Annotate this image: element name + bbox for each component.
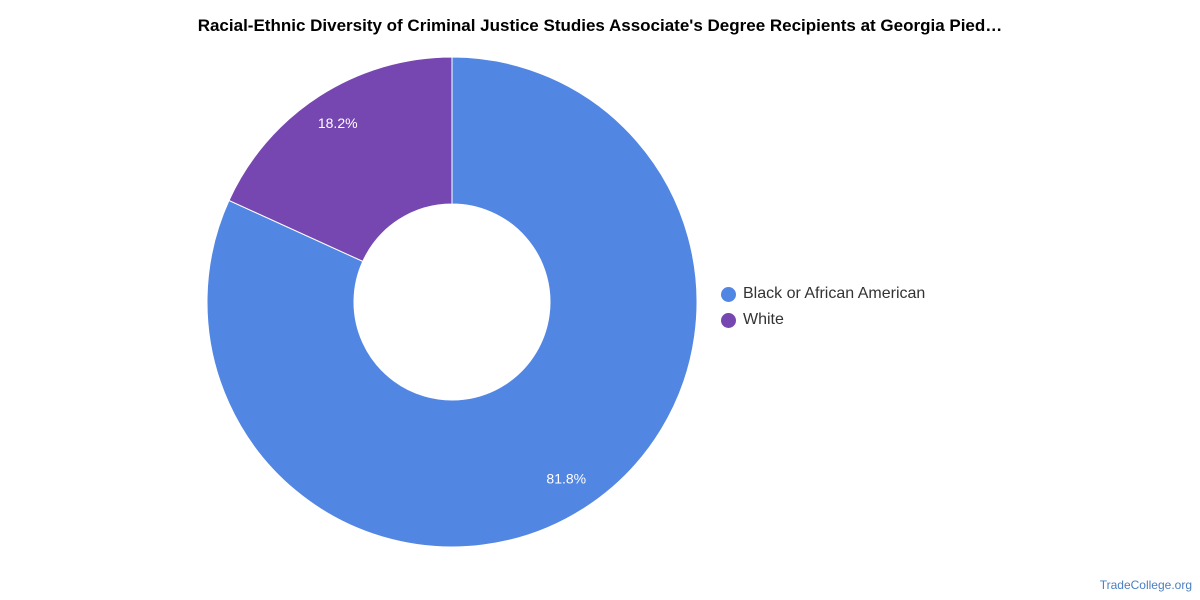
chart-legend: Black or African American White — [721, 281, 925, 333]
legend-label: White — [743, 311, 784, 328]
legend-item[interactable]: Black or African American — [721, 281, 925, 307]
legend-item[interactable]: White — [721, 307, 925, 333]
donut-slice-white[interactable] — [228, 56, 453, 263]
slice-data-label: 18.2% — [318, 115, 358, 131]
slice-data-label: 81.8% — [546, 470, 586, 486]
source-credit[interactable]: TradeCollege.org — [1099, 578, 1192, 592]
donut-slice-black-or-african-american[interactable] — [206, 56, 698, 548]
chart-title: Racial-Ethnic Diversity of Criminal Just… — [197, 16, 1003, 35]
legend-swatch — [721, 312, 736, 328]
legend-label: Black or African American — [743, 285, 926, 302]
legend-swatch — [721, 286, 736, 302]
